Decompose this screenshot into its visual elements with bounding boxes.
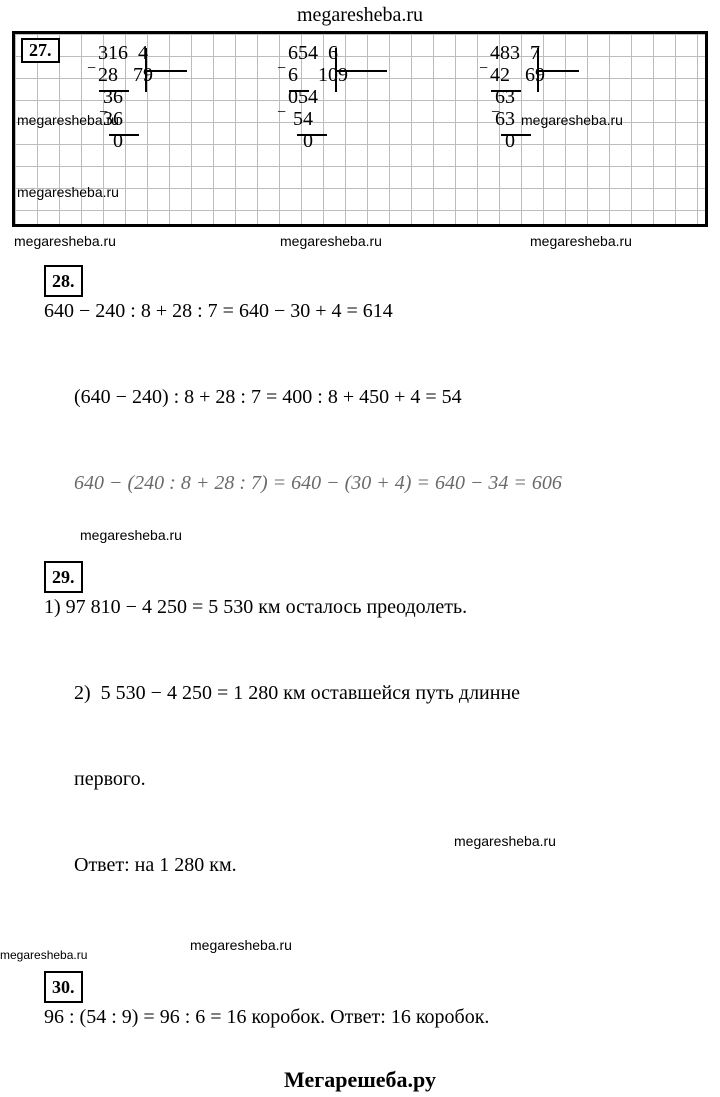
- minus-icon: −: [491, 102, 500, 124]
- sub-hline: [109, 134, 139, 136]
- badge-29: 29.: [44, 561, 83, 593]
- minus-icon: −: [277, 102, 286, 124]
- d2-dividend: 654: [288, 42, 318, 64]
- sub-hline: [289, 90, 309, 92]
- watermark: megaresheba.ru: [0, 941, 87, 969]
- d3-dividend: 483: [490, 42, 520, 64]
- watermark: megaresheba.ru: [454, 827, 556, 855]
- d2-quot: 109: [318, 64, 348, 86]
- watermark: megaresheba.ru: [280, 227, 382, 255]
- p29-line2: 2) 5 530 − 4 250 = 1 280 км оставшейся п…: [74, 682, 520, 704]
- page-root: megaresheba.ru 27. 316 4 28 79 36 36 0 −…: [0, 0, 720, 1097]
- watermark: megaresheba.ru: [80, 521, 182, 549]
- minus-icon: −: [87, 58, 96, 80]
- p28-line3: 640 − (240 : 8 + 28 : 7) = 640 − (30 + 4…: [74, 472, 562, 494]
- d2-s1: 6: [288, 64, 298, 86]
- d1-quot: 79: [133, 64, 153, 86]
- division-1: 316 4 28 79 36 36 0 − −: [93, 42, 233, 152]
- watermark: megaresheba.ru: [190, 931, 292, 959]
- div-hline: [145, 70, 187, 72]
- watermark: megaresheba.ru: [17, 184, 119, 200]
- div-hline: [335, 70, 387, 72]
- badge-28: 28.: [44, 265, 83, 297]
- problem-30: megaresheba.ru megaresheba.ru 30. 96 : (…: [0, 939, 720, 1063]
- d2-s2: 54: [293, 108, 313, 130]
- watermark: megaresheba.ru: [530, 227, 632, 255]
- d3-s1: 42: [490, 64, 510, 86]
- p29-line2b: первого.: [74, 768, 146, 790]
- p29-line1: 1) 97 810 − 4 250 = 5 530 км осталось пр…: [44, 596, 467, 618]
- problem-27-box: 27. 316 4 28 79 36 36 0 − − 654 6 6 109 …: [12, 31, 708, 227]
- watermark: megaresheba.ru: [17, 112, 119, 128]
- problem-29: megaresheba.ru 29. 1) 97 810 − 4 250 = 5…: [0, 529, 720, 939]
- badge-30: 30.: [44, 971, 83, 1003]
- sub-hline: [297, 134, 327, 136]
- page-footer: Мегарешеба.ру: [0, 1063, 720, 1097]
- watermark: megaresheba.ru: [521, 112, 623, 128]
- sub-hline: [501, 134, 531, 136]
- sub-hline: [491, 90, 521, 92]
- minus-icon: −: [277, 58, 286, 80]
- sub-hline: [99, 90, 129, 92]
- p30-line1: 96 : (54 : 9) = 96 : 6 = 16 коробок. Отв…: [44, 1006, 489, 1028]
- badge-27: 27.: [21, 38, 60, 63]
- watermark: megaresheba.ru: [14, 227, 116, 255]
- p28-line1: 640 − 240 : 8 + 28 : 7 = 640 − 30 + 4 = …: [44, 300, 393, 322]
- division-2: 654 6 6 109 054 54 0 − −: [283, 42, 433, 152]
- problem-28: megaresheba.ru megaresheba.ru megaresheb…: [0, 233, 720, 529]
- page-header: megaresheba.ru: [0, 0, 720, 29]
- p29-answer: Ответ: на 1 280 км.: [74, 854, 237, 876]
- d1-s1: 28: [98, 64, 118, 86]
- d3-quot: 69: [525, 64, 545, 86]
- div-hline: [537, 70, 579, 72]
- division-3: 483 7 42 69 63 63 0 − −: [485, 42, 625, 152]
- d1-dividend: 316: [98, 42, 128, 64]
- p28-line2: (640 − 240) : 8 + 28 : 7 = 400 : 8 + 450…: [74, 386, 462, 408]
- minus-icon: −: [479, 58, 488, 80]
